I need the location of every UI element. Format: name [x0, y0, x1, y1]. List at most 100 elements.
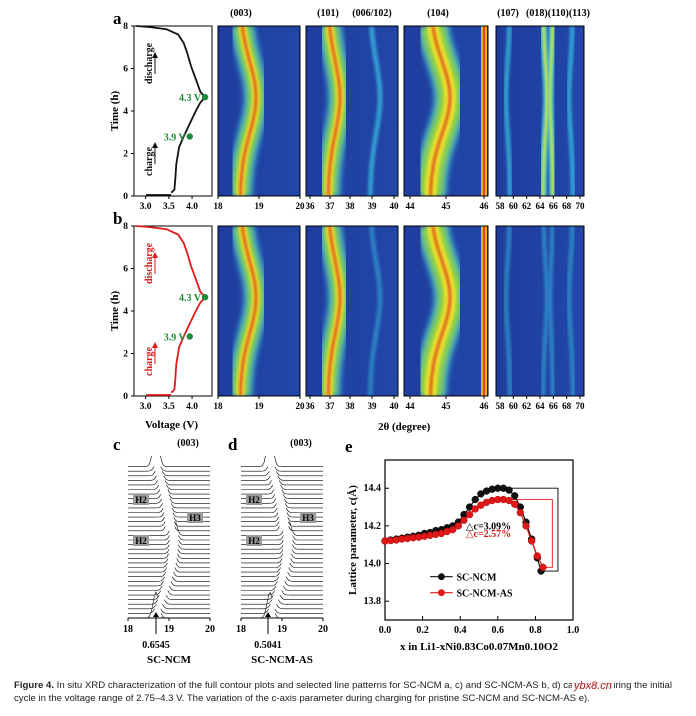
line-pattern	[241, 461, 323, 472]
line-pattern	[128, 591, 210, 618]
panel-label-d: d	[228, 435, 238, 454]
line-pattern	[241, 533, 323, 550]
x-tick-label: 3.0	[140, 402, 152, 412]
stack-tick-label: 19	[277, 624, 287, 635]
contour-tick-label: 37	[326, 201, 336, 211]
contour-tick-label: 36	[306, 201, 316, 211]
stack-area	[241, 456, 323, 618]
line-pattern	[241, 590, 323, 600]
line-pattern	[128, 600, 210, 610]
x-tick-label: 0.0	[379, 625, 392, 636]
y-tick-label: 0	[123, 192, 128, 202]
contour-tick-label: 39	[368, 401, 378, 411]
contour-tick-label: 64	[536, 401, 546, 411]
line-pattern	[241, 469, 323, 481]
contour-tick-label: 60	[509, 401, 519, 411]
panel-label-a: a	[113, 9, 122, 28]
phase-label: H2	[135, 536, 147, 546]
peak-max	[327, 226, 342, 396]
voltage-profile-a: 0 2 4 6 8 Time (h) 3.0 3.5 4.0 discharge charge 4.3…	[109, 22, 213, 212]
legend-marker	[438, 589, 445, 597]
contour-tick-label: 62	[522, 401, 532, 411]
lattice-parameter-chart: 0.0 0.2 0.4 0.6 0.8 1.0 13.8 14.0 14.2 14.4 Lattic…	[347, 459, 579, 653]
peak-thin	[367, 26, 383, 196]
watermark: ybx8.cn	[572, 680, 614, 692]
line-pattern	[241, 537, 323, 555]
line-patterns-d: 18 19 20 (003) H2 H2 H3 0.5041 SC-NCM-AS	[236, 438, 328, 666]
peak-value: 0.6545	[142, 640, 170, 651]
y-axis-label: Time (h)	[109, 90, 121, 131]
peak-label-003: (003)	[230, 8, 252, 19]
legend-label: SC-NCM-AS	[456, 589, 513, 600]
line-pattern	[128, 456, 210, 467]
phase-tag	[300, 512, 316, 523]
peak-max	[239, 226, 258, 396]
data-point	[505, 486, 513, 494]
contour-tick-label: 38	[346, 201, 356, 211]
contour-tick-label: 38	[346, 401, 356, 411]
line-pattern	[241, 473, 323, 486]
y-tick-label: 0	[123, 392, 128, 402]
y-tick-label: 14.4	[364, 483, 382, 494]
contour-panel	[496, 226, 584, 396]
y-tick-label: 4	[123, 107, 128, 117]
y-tick-label: 8	[123, 222, 128, 232]
contour-tick-label: 68	[562, 201, 572, 211]
sample-name: SC-NCM	[147, 654, 192, 666]
peak-max	[327, 26, 342, 196]
peak-label-018-110-113: (018)(110)(113)	[526, 8, 590, 19]
line-pattern	[241, 477, 323, 490]
charge-arrow-head	[152, 142, 158, 148]
y-tick-label: 14.2	[364, 521, 382, 532]
contour-tick-label: 62	[522, 201, 532, 211]
line-pattern	[128, 469, 210, 481]
y-tick-label: 6	[123, 265, 128, 275]
voltage-profile-b: 0 2 4 6 8 Time (h) 3.0 3.5 4.0 discharge charge 4.3…	[109, 222, 213, 412]
data-point	[533, 552, 541, 560]
peak-max	[429, 226, 452, 396]
stack-tick-label: 20	[205, 624, 215, 635]
legend-label: SC-NCM	[456, 573, 497, 584]
data-point	[449, 525, 457, 534]
contour-panel	[306, 26, 398, 196]
line-pattern	[128, 461, 210, 472]
peak-thin	[367, 226, 383, 396]
discharge-arrow-head	[152, 252, 158, 258]
delta-annotation-as: △c=2.57%	[466, 529, 511, 540]
contour-tick-label: 70	[576, 201, 586, 211]
data-point	[454, 522, 462, 530]
marker-3-9v	[186, 333, 193, 340]
data-point	[511, 500, 519, 508]
contour-tick-label: 45	[442, 401, 452, 411]
line-pattern	[128, 532, 210, 550]
contour-tick-label: 66	[549, 201, 559, 211]
two-theta-xlabel: 2θ (degree)	[378, 421, 431, 433]
discharge-label: discharge	[144, 242, 155, 284]
phase-tag	[133, 494, 149, 505]
panel-label-c: c	[113, 435, 121, 454]
contour-tick-label: 20	[296, 401, 306, 411]
caption-label: Figure 4.	[14, 680, 54, 691]
peak-thin	[503, 226, 513, 396]
delta-bracket-ncm	[497, 487, 559, 572]
contour-tick-label: 44	[406, 201, 416, 211]
contour-panel	[404, 226, 488, 396]
y-tick-label: 2	[123, 350, 128, 360]
charge-arrow-head	[152, 342, 158, 348]
contour-tick-label: 70	[576, 401, 586, 411]
peak-thin	[540, 226, 550, 396]
label-3-9v: 3.9 V	[164, 333, 187, 344]
line-pattern	[128, 604, 210, 614]
line-pattern	[128, 595, 210, 605]
y-tick-label: 2	[123, 150, 128, 160]
data-point	[471, 505, 479, 513]
line-pattern	[241, 465, 323, 477]
contour-tick-label: 64	[536, 201, 546, 211]
stack-peak-label: (003)	[290, 438, 312, 449]
data-point	[505, 496, 513, 505]
x-tick-label: 4.0	[186, 402, 198, 412]
label-4-3v: 4.3 V	[179, 293, 202, 304]
line-pattern	[128, 584, 210, 596]
contour-row-a: 18 19 20 36 37 38 39 40 44 45 46 58 60 62 64 66 68 70	[214, 25, 586, 211]
line-pattern	[241, 592, 323, 618]
